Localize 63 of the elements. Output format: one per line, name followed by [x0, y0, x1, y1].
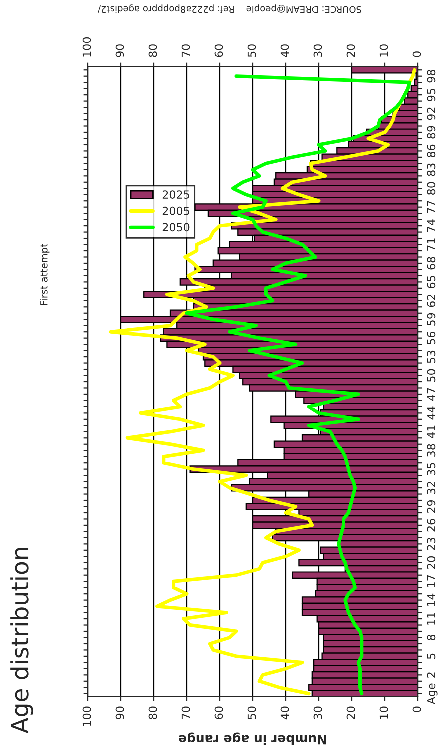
x2-tick-label: 90 — [116, 706, 124, 720]
x2-tick-label: 60 — [214, 706, 224, 720]
x2-tick-label: 100 — [82, 706, 92, 726]
legend-label: 2005 — [162, 206, 190, 216]
x2-tick-label: 10 — [380, 706, 388, 719]
x2-tick-label: 80 — [148, 706, 158, 720]
y-tick-label: 2 — [427, 672, 436, 678]
y-tick-label: 77 — [427, 201, 436, 214]
x-axis-title: Number in age range — [179, 732, 326, 745]
x-tick-label: 90 — [116, 44, 124, 58]
x-tick-label: 20 — [346, 44, 356, 58]
y-tick-label: 86 — [427, 144, 436, 158]
y-tick-label: 38 — [427, 444, 436, 457]
y-tick-label: 65 — [427, 276, 436, 288]
x2-tick-label: 20 — [346, 706, 356, 720]
source-note: SOURCE: DREAM@people Ref: p222a8popppro agedist2/ — [98, 4, 362, 14]
y-tick-label: 71 — [427, 238, 436, 251]
y-tick-label: 32 — [427, 482, 436, 494]
x-tick-label: 60 — [214, 44, 224, 58]
y-tick-label: Age — [427, 684, 438, 705]
y-tick-label: 26 — [427, 519, 436, 532]
x2-tick-label: 30 — [314, 706, 322, 720]
x-tick-label: 100 — [82, 38, 92, 57]
legend-label: 2050 — [162, 223, 190, 232]
x2-tick-label: 70 — [182, 706, 190, 720]
x2-tick-label: 40 — [280, 706, 290, 720]
y-tick-label: 44 — [427, 406, 436, 420]
y-tick-label: 50 — [427, 369, 436, 382]
y-tick-label: 92 — [427, 108, 436, 120]
x-tick-label: 70 — [182, 44, 190, 58]
x-tick-label: 0 — [412, 52, 422, 58]
y-tick-label: 35 — [427, 463, 436, 476]
text: First attempt — [40, 244, 50, 306]
x-tick-label: 50 — [248, 44, 256, 58]
y-tick-label: 59 — [427, 313, 436, 326]
y-tick-label: 47 — [427, 388, 436, 401]
y-tick-label: 53 — [427, 350, 436, 364]
y-tick-label: 74 — [427, 220, 436, 232]
x2-tick-label: 0 — [412, 706, 422, 712]
y-tick-label: 95 — [427, 88, 436, 102]
y-tick-label: 80 — [427, 182, 436, 195]
y-tick-label: 20 — [427, 556, 436, 570]
y-tick-label: 11 — [427, 612, 436, 625]
x-tick-label: 10 — [380, 44, 388, 57]
y-tick-label: 14 — [427, 594, 436, 606]
y-tick-label: 8 — [427, 634, 436, 641]
y-tick-label: 98 — [427, 70, 436, 83]
y-tick-label: 17 — [427, 575, 436, 588]
x-tick-label: 40 — [280, 44, 290, 58]
y-tick-label: 5 — [427, 654, 436, 660]
x2-tick-label: 50 — [248, 706, 256, 720]
text: Age distribution — [10, 548, 34, 734]
y-tick-label: 62 — [427, 294, 436, 308]
y-tick-label: 23 — [427, 538, 436, 550]
y-tick-label: 83 — [427, 164, 436, 176]
y-tick-label: 56 — [427, 332, 436, 345]
x-tick-label: 30 — [314, 44, 322, 58]
y-tick-label: 29 — [427, 500, 436, 514]
legend-label: 2025 — [162, 190, 190, 199]
x-tick-label: 80 — [148, 44, 158, 58]
y-tick-label: 68 — [427, 257, 436, 270]
y-tick-label: 41 — [427, 426, 436, 438]
y-tick-label: 89 — [427, 126, 436, 139]
